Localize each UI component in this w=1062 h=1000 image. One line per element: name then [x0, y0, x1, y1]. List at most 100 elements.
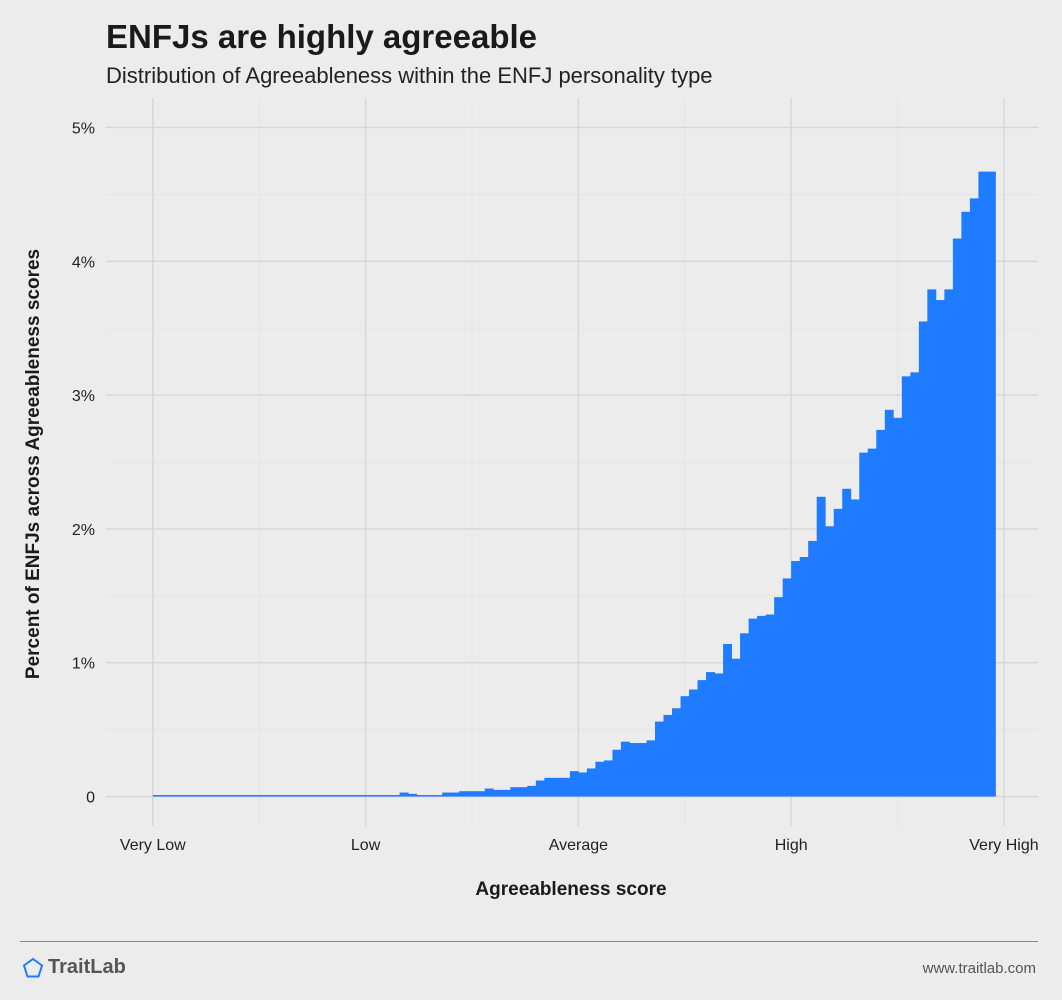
website-link[interactable]: www.traitlab.com [922, 960, 1036, 977]
histogram-bar [484, 788, 494, 797]
histogram-bar [544, 777, 554, 797]
histogram-bar [620, 741, 630, 797]
histogram-bar [246, 795, 256, 797]
histogram-bar [637, 743, 647, 797]
histogram-bar [689, 689, 698, 797]
histogram-bar [203, 795, 213, 797]
histogram-bar [561, 777, 571, 797]
histogram-bar [425, 795, 435, 797]
histogram-bar [178, 795, 188, 797]
histogram-bar [280, 795, 290, 797]
histogram-bar [527, 785, 537, 797]
histogram-chart: 0 1% 2% 3% 4% 5% Very Low Low Average High Very H… [23, 98, 1039, 900]
y-axis-label: Percent of ENFJs across Agreeableness sc… [23, 249, 44, 679]
y-tick-label: 2% [72, 522, 95, 539]
histogram-bar [212, 795, 222, 797]
histogram-bar [808, 540, 818, 797]
histogram-bar [501, 789, 511, 797]
histogram-bar [493, 789, 503, 797]
histogram-bar [723, 644, 732, 797]
histogram-bar [629, 743, 639, 797]
histogram-bar [595, 761, 605, 797]
histogram-bar [586, 768, 596, 797]
histogram-bar [842, 488, 852, 797]
histogram-bar [850, 499, 860, 797]
histogram-bar [714, 673, 724, 797]
histogram-bar [876, 429, 886, 797]
histogram-bar [833, 508, 843, 797]
histogram-bar [969, 198, 979, 797]
chart-subtitle: Distribution of Agreeableness within the… [106, 63, 713, 88]
histogram-bar [944, 289, 954, 797]
y-tick-label: 5% [72, 120, 95, 137]
histogram-bar [901, 376, 911, 797]
histogram-bar [220, 795, 230, 797]
traitlab-logo[interactable]: TraitLab [22, 956, 126, 979]
histogram-bar [382, 795, 392, 797]
histogram-bar [552, 777, 562, 797]
histogram-bar [186, 795, 196, 797]
y-tick-label: 1% [72, 656, 95, 673]
histogram-bar [612, 749, 622, 797]
brand-name: TraitLab [48, 956, 126, 978]
histogram-bar [271, 795, 281, 797]
histogram-bar [476, 791, 486, 797]
histogram-bar [884, 409, 894, 797]
y-tick-label: 3% [72, 388, 95, 405]
histogram-bar [765, 614, 775, 797]
histogram-bar [254, 795, 264, 797]
histogram-bar [791, 561, 801, 797]
histogram-bar [297, 795, 307, 797]
histogram-bar [603, 760, 613, 797]
histogram-bar [433, 795, 443, 797]
x-tick-label: High [775, 837, 808, 854]
histogram-bar [391, 795, 401, 797]
y-axis-ticks: 0 1% 2% 3% 4% 5% [72, 120, 95, 806]
pentagon-icon [22, 957, 44, 977]
x-tick-label: Very High [969, 837, 1038, 854]
x-axis-ticks: Very Low Low Average High Very High [120, 837, 1039, 854]
x-tick-label: Very Low [120, 837, 186, 854]
chart-title: ENFJs are highly agreeable [106, 18, 538, 55]
histogram-bar [467, 791, 477, 797]
histogram-bar [663, 714, 673, 797]
histogram-bar [927, 289, 937, 797]
histogram-bar [348, 795, 358, 797]
histogram-bar [731, 658, 741, 797]
footer-divider [20, 941, 1038, 942]
histogram-bar [825, 526, 835, 797]
histogram-bar [706, 672, 715, 797]
histogram-bar [961, 211, 971, 797]
histogram-bar [910, 372, 920, 797]
histogram-bar [510, 787, 520, 797]
histogram-bar [237, 795, 247, 797]
histogram-bar [535, 780, 545, 797]
histogram-bar [399, 792, 409, 797]
y-tick-label: 0 [86, 790, 95, 807]
histogram-bar [799, 557, 809, 797]
histogram-bar [229, 795, 239, 797]
histogram-bar [357, 795, 366, 797]
histogram-bar [416, 795, 426, 797]
histogram-bar [740, 633, 750, 797]
histogram-bars [152, 171, 996, 797]
x-tick-label: Low [351, 837, 381, 854]
histogram-bar [654, 721, 664, 797]
histogram-bar [331, 795, 341, 797]
histogram-bar [646, 740, 656, 797]
histogram-bar [195, 795, 205, 797]
histogram-bar [263, 795, 273, 797]
histogram-bar [867, 448, 877, 797]
histogram-bar [697, 680, 707, 797]
histogram-bar [935, 300, 945, 797]
histogram-bar [450, 792, 460, 797]
histogram-bar [859, 452, 869, 797]
histogram-bar [680, 696, 690, 797]
x-axis-label: Agreeableness score [475, 879, 666, 900]
histogram-bar [442, 792, 452, 797]
histogram-bar [323, 795, 332, 797]
histogram-bar [314, 795, 324, 797]
histogram-bar [374, 795, 384, 797]
histogram-bar [408, 793, 418, 797]
histogram-bar [569, 771, 579, 797]
